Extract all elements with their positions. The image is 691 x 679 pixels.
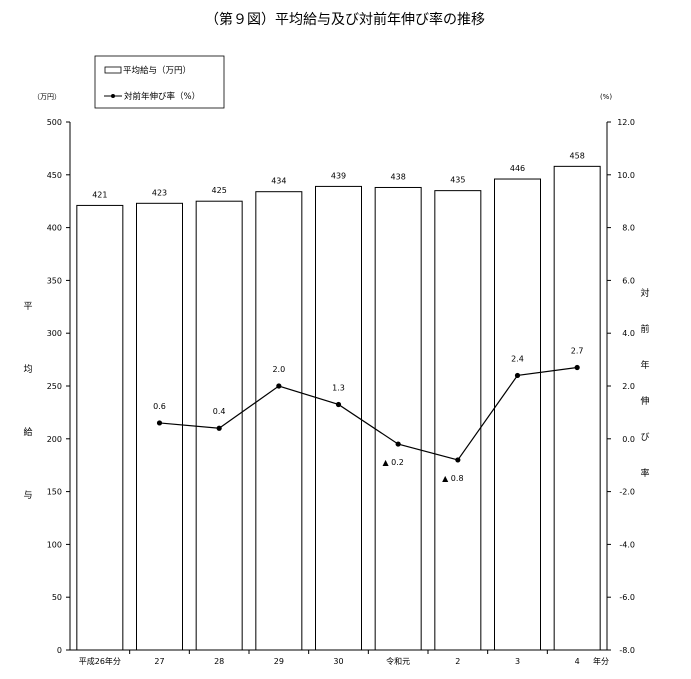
right-axis-title-char: 伸 <box>640 395 649 407</box>
right-tick-label: -6.0 <box>619 593 635 602</box>
right-axis-ticks: -8.0 -6.0 -4.0 -2.0 0.0 2.0 4.0 6.0 8.0 10.0 12.0 <box>607 118 635 655</box>
right-tick-label: 12.0 <box>617 118 635 127</box>
right-tick-label: 8.0 <box>622 224 635 233</box>
right-axis-title-char: 年 <box>640 359 649 371</box>
left-axis-title: 平均給与 <box>23 301 32 501</box>
legend-bar-swatch <box>104 66 122 74</box>
bar <box>255 191 303 651</box>
growth-rate-label: 2.4 <box>511 354 524 363</box>
bar-value-labels: 421 423 425 434 439 438 435 446 458 <box>92 151 585 199</box>
growth-rate-point <box>395 441 401 447</box>
growth-rate-point <box>276 383 282 389</box>
bar <box>136 202 183 651</box>
line-series: 0.6 0.4 2.0 1.3 ▲ 0.2 ▲ 0.8 2.4 2.7 <box>153 347 583 483</box>
left-tick-label: 400 <box>47 224 62 233</box>
left-tick-label: 250 <box>47 382 62 391</box>
right-tick-label: -8.0 <box>619 646 635 655</box>
bar <box>374 186 422 651</box>
bar <box>434 190 482 651</box>
bar-value-label: 458 <box>570 151 585 160</box>
right-tick-label: -2.0 <box>619 488 635 497</box>
left-axis-title-char: 平 <box>23 301 32 312</box>
growth-rate-point <box>216 425 222 431</box>
growth-rate-label: 2.7 <box>571 347 584 356</box>
bar <box>494 178 541 651</box>
left-axis-ticks: 0 50 100 150 200 250 300 350 400 450 500 <box>47 118 70 655</box>
x-tick-label: 30 <box>333 657 343 666</box>
left-tick-label: 0 <box>57 646 62 655</box>
left-tick-label: 350 <box>47 276 62 285</box>
bar-series <box>76 165 601 651</box>
bar <box>553 165 601 651</box>
x-tick-label: 令和元 <box>386 656 410 666</box>
x-tick-label: 28 <box>214 657 224 666</box>
x-axis-suffix: 年分 <box>593 656 609 666</box>
growth-rate-label: 2.0 <box>272 365 285 374</box>
x-tick-label: 2 <box>455 657 460 666</box>
legend-box <box>94 55 225 109</box>
right-axis-title-char: 前 <box>640 323 649 335</box>
bar <box>76 204 124 651</box>
x-tick-label: 27 <box>154 657 164 666</box>
bar-value-label: 423 <box>152 188 167 197</box>
left-tick-label: 450 <box>47 171 62 180</box>
growth-rate-point <box>156 420 163 426</box>
growth-rate-label: 0.6 <box>153 402 166 411</box>
growth-rate-point <box>514 372 521 379</box>
x-tick-label: 4 <box>575 657 580 666</box>
right-axis-title-char: 対 <box>640 287 649 299</box>
bar-value-label: 421 <box>92 190 107 199</box>
right-tick-label: 0.0 <box>622 435 635 444</box>
left-axis-title-char: 給 <box>23 426 32 438</box>
left-tick-label: 300 <box>47 329 62 338</box>
right-tick-label: -4.0 <box>619 540 635 549</box>
left-tick-label: 500 <box>47 118 62 127</box>
bar <box>195 200 243 651</box>
left-axis-title-char: 均 <box>23 363 32 375</box>
bar-value-label: 435 <box>450 176 465 185</box>
left-axis-unit: （万円） <box>33 93 61 101</box>
bar-value-label: 434 <box>271 177 286 186</box>
bar-value-label: 425 <box>212 186 227 195</box>
bar <box>315 185 362 651</box>
growth-rate-line <box>159 366 578 461</box>
growth-rate-point <box>574 364 580 371</box>
legend-line-label: 対前年伸び率（%） <box>124 91 200 102</box>
growth-rate-point <box>335 401 342 408</box>
bar-value-label: 446 <box>510 164 525 173</box>
legend: 平均給与（万円） 対前年伸び率（%） <box>94 55 225 109</box>
bar-value-label: 439 <box>331 171 346 180</box>
growth-rate-label: ▲ 0.8 <box>442 474 463 483</box>
legend-bar-label: 平均給与（万円） <box>123 65 191 76</box>
growth-rate-label: 0.4 <box>213 407 226 416</box>
x-tick-label: 平成26年分 <box>79 656 121 666</box>
x-tick-label: 29 <box>274 657 284 666</box>
chart-title: （第９図）平均給与及び対前年伸び率の推移 <box>205 11 485 28</box>
right-tick-label: 10.0 <box>617 171 635 180</box>
right-tick-label: 6.0 <box>622 276 635 285</box>
right-tick-label: 2.0 <box>622 382 635 391</box>
bar-value-label: 438 <box>391 172 406 181</box>
left-tick-label: 100 <box>47 540 62 549</box>
right-axis-unit: (%) <box>600 93 612 101</box>
legend-line-marker <box>111 94 115 98</box>
growth-rate-label: ▲ 0.2 <box>382 458 403 467</box>
left-tick-label: 150 <box>47 488 62 497</box>
x-tick-label: 3 <box>515 657 520 666</box>
growth-rate-point <box>455 457 461 463</box>
growth-rate-label: 1.3 <box>332 383 345 392</box>
right-axis-title-char: 率 <box>640 467 649 479</box>
left-tick-label: 200 <box>47 435 62 444</box>
right-axis-title: 対前年伸び率 <box>640 287 649 479</box>
x-axis-ticks: 平成26年分 27 28 29 30 令和元 2 3 4 <box>79 650 580 666</box>
left-tick-label: 50 <box>52 593 62 602</box>
right-axis-title-char: び <box>640 432 649 443</box>
right-tick-label: 4.0 <box>622 329 635 338</box>
left-axis-title-char: 与 <box>23 490 32 501</box>
